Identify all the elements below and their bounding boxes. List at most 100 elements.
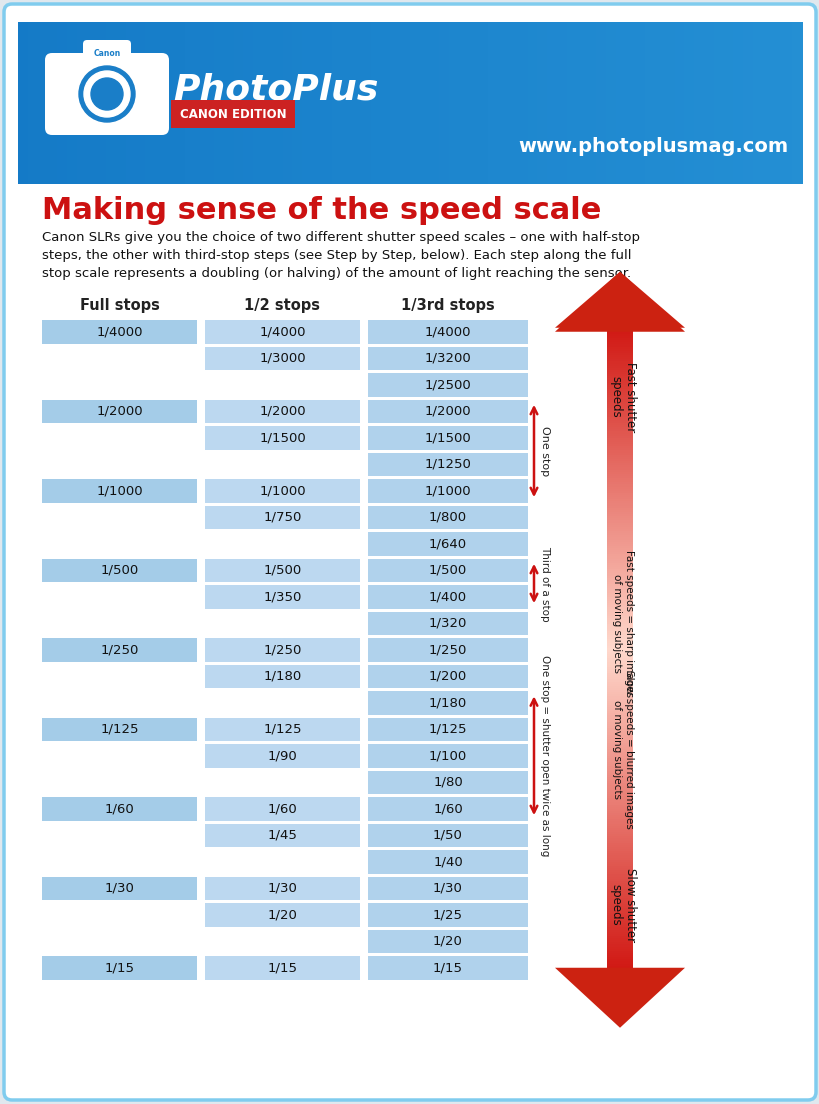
Bar: [606, 783, 632, 785]
FancyBboxPatch shape: [368, 347, 527, 370]
Bar: [38, 22, 48, 184]
Bar: [606, 766, 632, 768]
Bar: [606, 719, 632, 722]
Bar: [606, 363, 632, 365]
Bar: [606, 486, 632, 489]
Bar: [606, 734, 632, 736]
Text: 1/4000: 1/4000: [96, 326, 143, 338]
Bar: [606, 958, 632, 962]
Bar: [606, 384, 632, 386]
Bar: [606, 891, 632, 893]
Bar: [606, 407, 632, 411]
Bar: [125, 22, 137, 184]
Bar: [606, 333, 632, 336]
Bar: [606, 665, 632, 667]
Bar: [606, 656, 632, 658]
Bar: [606, 501, 632, 503]
Bar: [606, 577, 632, 580]
Bar: [606, 539, 632, 542]
Bar: [606, 582, 632, 584]
Bar: [606, 596, 632, 598]
Bar: [606, 403, 632, 406]
Bar: [606, 688, 632, 690]
Bar: [605, 22, 616, 184]
Bar: [283, 22, 293, 184]
FancyBboxPatch shape: [205, 506, 360, 529]
FancyBboxPatch shape: [205, 665, 360, 688]
Bar: [606, 732, 632, 734]
Bar: [606, 375, 632, 379]
Bar: [606, 953, 632, 955]
Text: One stop: One stop: [540, 426, 550, 476]
FancyBboxPatch shape: [205, 638, 360, 661]
Bar: [606, 681, 632, 683]
FancyBboxPatch shape: [205, 744, 360, 767]
Bar: [145, 22, 156, 184]
Bar: [606, 834, 632, 837]
Bar: [459, 22, 469, 184]
Bar: [606, 857, 632, 860]
Text: Canon SLRs give you the choice of two different shutter speed scales – one with : Canon SLRs give you the choice of two di…: [42, 231, 639, 280]
Bar: [606, 378, 632, 381]
Bar: [606, 607, 632, 609]
Bar: [390, 22, 400, 184]
Bar: [606, 635, 632, 637]
Bar: [606, 921, 632, 923]
Bar: [722, 22, 734, 184]
Bar: [606, 923, 632, 925]
Bar: [606, 425, 632, 427]
Bar: [566, 22, 577, 184]
Bar: [606, 490, 632, 492]
Text: 1/1500: 1/1500: [424, 432, 471, 444]
Bar: [606, 660, 632, 662]
Bar: [606, 951, 632, 953]
Bar: [606, 534, 632, 538]
Text: Making sense of the speed scale: Making sense of the speed scale: [42, 197, 600, 225]
Bar: [606, 774, 632, 777]
Bar: [204, 22, 215, 184]
Text: 1/1250: 1/1250: [424, 458, 471, 470]
Bar: [606, 859, 632, 862]
Text: 1/4000: 1/4000: [424, 326, 471, 338]
Bar: [606, 675, 632, 678]
Bar: [273, 22, 283, 184]
Bar: [606, 359, 632, 361]
Bar: [606, 492, 632, 495]
Bar: [468, 22, 479, 184]
Bar: [606, 880, 632, 883]
Bar: [606, 749, 632, 752]
Bar: [400, 22, 410, 184]
Bar: [606, 882, 632, 885]
Bar: [508, 22, 518, 184]
Bar: [429, 22, 440, 184]
Bar: [606, 573, 632, 575]
Text: 1/45: 1/45: [267, 829, 297, 841]
Bar: [606, 368, 632, 370]
Bar: [606, 730, 632, 732]
Text: 1/30: 1/30: [267, 882, 297, 894]
Text: 1/2000: 1/2000: [424, 405, 471, 417]
FancyBboxPatch shape: [205, 956, 360, 979]
Text: 1/1000: 1/1000: [259, 485, 305, 497]
FancyBboxPatch shape: [368, 585, 527, 608]
Bar: [606, 357, 632, 359]
Bar: [606, 633, 632, 635]
Bar: [97, 22, 107, 184]
FancyBboxPatch shape: [205, 479, 360, 502]
Bar: [606, 412, 632, 414]
Text: 1/90: 1/90: [267, 750, 297, 762]
Text: 1/400: 1/400: [428, 591, 467, 603]
Bar: [606, 450, 632, 453]
Bar: [606, 469, 632, 471]
Bar: [606, 615, 632, 618]
Text: 1/125: 1/125: [100, 723, 138, 735]
Bar: [606, 645, 632, 648]
Bar: [67, 22, 78, 184]
Bar: [586, 22, 596, 184]
Bar: [606, 649, 632, 651]
Bar: [606, 914, 632, 916]
Bar: [606, 346, 632, 349]
Bar: [606, 497, 632, 499]
Bar: [606, 571, 632, 573]
Bar: [606, 815, 632, 817]
